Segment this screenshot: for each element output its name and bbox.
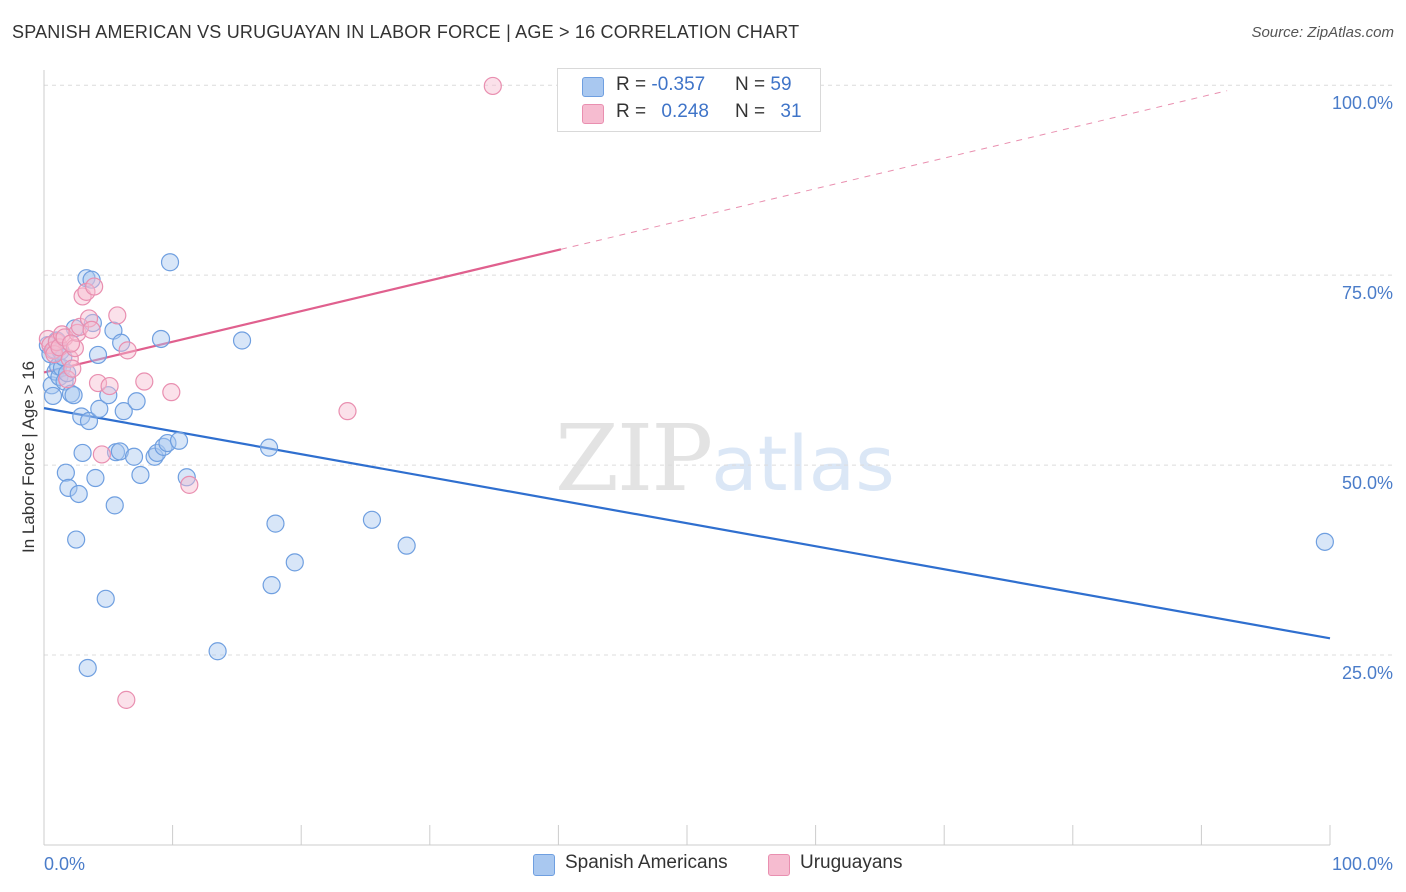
spanish-american-point [259, 438, 279, 457]
x-tick-label-max: 100.0% [1332, 854, 1393, 874]
r-label: R = [616, 74, 652, 95]
uruguayan-point [92, 445, 111, 464]
spanish-american-point [124, 447, 144, 466]
axis-labels: 100.0% 75.0% 50.0% 25.0% 0.0% 100.0% In Labor … [19, 93, 1393, 874]
n-value: 31 [780, 101, 802, 122]
uruguayan-swatch [582, 104, 604, 124]
data-points [38, 76, 1334, 709]
spanish-american-point [169, 431, 189, 450]
spanish-american-point [127, 392, 146, 411]
watermark-zip: ZIP [555, 405, 713, 512]
uruguayan-point [58, 370, 77, 389]
y-tick-label: 100.0% [1332, 93, 1393, 113]
zipatlas-watermark: ZIPatlas [555, 405, 895, 512]
legend-n-spanish: N = 59 [735, 74, 792, 96]
spanish-american-point [78, 658, 97, 678]
uruguayan-point [162, 383, 181, 402]
r-value: 0.248 [661, 101, 709, 122]
grid-lines [44, 84, 1393, 656]
spanish-american-point [362, 510, 382, 529]
spanish-american-point [110, 442, 129, 461]
spanish-american-point [96, 589, 115, 608]
spanish-american-point [151, 329, 171, 349]
r-value: -0.357 [651, 74, 706, 95]
uruguayan-point [117, 690, 136, 709]
uruguayan-point [135, 372, 154, 391]
spanish-legend-swatch [533, 854, 555, 876]
spanish-american-point [73, 443, 92, 463]
axes [43, 70, 1331, 846]
y-tick-label: 75.0% [1342, 283, 1393, 303]
spanish-american-point [99, 386, 118, 405]
watermark-atlas: atlas [711, 419, 895, 508]
uruguayan-point [108, 306, 127, 325]
legend-n-uruguayan: N = 31 [735, 101, 802, 123]
uruguayan-point [180, 475, 199, 494]
uruguayan-point [61, 334, 81, 353]
spanish-american-point [64, 386, 83, 405]
uruguayan-point [483, 76, 502, 96]
spanish-american-point [262, 576, 281, 595]
spanish-american-point [1315, 532, 1334, 551]
spanish-american-point [90, 399, 109, 418]
uruguayan-trend-line [43, 248, 562, 374]
spanish-american-point [158, 433, 177, 453]
uruguayan-point [63, 359, 82, 378]
spanish-american-point [69, 484, 88, 504]
legend-r-uruguayan: R = 0.248 [616, 101, 709, 123]
spanish-american-point [160, 253, 180, 272]
r-label: R = [616, 101, 652, 122]
spanish-american-point [131, 465, 150, 485]
spanish-american-point [397, 536, 416, 555]
spanish-american-point [105, 496, 124, 515]
spanish-american-point [43, 386, 63, 406]
series-legend: Spanish Americans Uruguayans [0, 852, 1406, 878]
spanish-american-point [112, 333, 131, 352]
uruguayan-point [79, 309, 99, 328]
stats-legend: R = -0.357 N = 59 R = 0.248 N = 31 [557, 68, 821, 132]
spanish-american-point [86, 468, 105, 488]
spanish-american-point [56, 463, 75, 482]
uruguayan-point [338, 402, 357, 421]
spanish-american-point [67, 530, 86, 549]
uruguayan-legend-swatch [768, 854, 790, 876]
uruguayan-point [88, 373, 108, 393]
spanish-trend-line [43, 407, 1331, 640]
uruguayan-point [85, 277, 104, 296]
legend-label: Uruguayans [800, 852, 903, 873]
uruguayan-point [82, 320, 101, 339]
spanish-american-point [208, 642, 227, 661]
legend-r-spanish: R = -0.357 [616, 74, 705, 96]
x-tick-label-min: 0.0% [44, 854, 85, 874]
spanish-american-point [59, 478, 78, 497]
n-label: N = [735, 74, 771, 95]
legend-label: Spanish Americans [565, 852, 728, 873]
source-credit: Source: ZipAtlas.com [1251, 24, 1394, 41]
trend-lines [43, 90, 1331, 640]
y-tick-label: 50.0% [1342, 473, 1393, 493]
y-axis-label: In Labor Force | Age > 16 [19, 361, 38, 553]
n-value: 59 [770, 74, 792, 95]
spanish-american-point [114, 402, 133, 421]
spanish-american-point [79, 411, 99, 431]
spanish-american-point [232, 331, 252, 350]
uruguayan-point [100, 376, 119, 396]
spanish-swatch [582, 77, 604, 97]
y-tick-label: 25.0% [1342, 663, 1393, 683]
n-label: N = [735, 101, 771, 122]
spanish-american-point [266, 514, 285, 533]
spanish-american-point [285, 553, 304, 572]
spanish-american-point [88, 345, 108, 365]
chart-title: SPANISH AMERICAN VS URUGUAYAN IN LABOR F… [12, 22, 800, 42]
uruguayan-point [118, 341, 137, 360]
